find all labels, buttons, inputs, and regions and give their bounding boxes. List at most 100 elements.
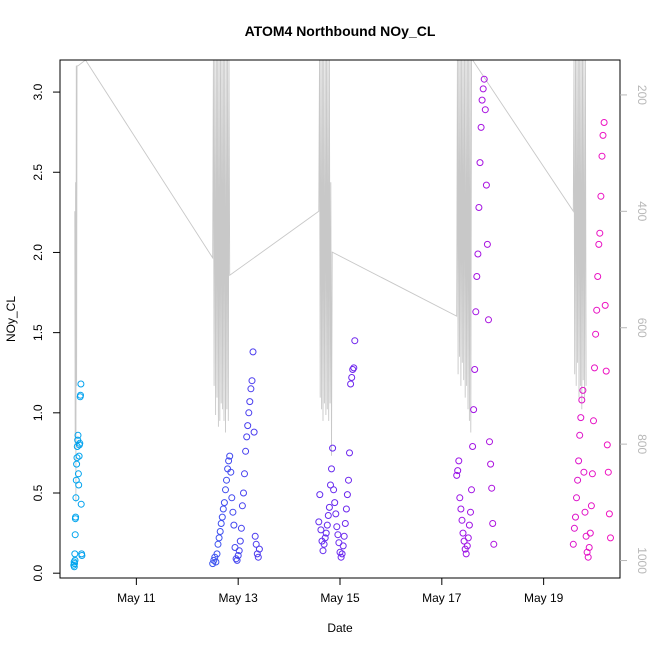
x-axis-label: Date (327, 621, 353, 635)
data-point (210, 556, 218, 564)
data-point (337, 553, 345, 561)
data-point (350, 364, 358, 372)
y-tick-label: 2.5 (31, 164, 45, 181)
data-point (575, 457, 583, 465)
secondary-y-axis: 200 400 600 800 1000 (620, 85, 649, 574)
data-point (255, 545, 263, 553)
data-point (73, 454, 81, 462)
data-point (214, 540, 222, 548)
data-point (574, 476, 582, 484)
data-point (237, 524, 245, 532)
data-point (464, 534, 472, 542)
data-point (347, 380, 355, 388)
data-point (465, 521, 473, 529)
data-point (598, 152, 606, 160)
data-point (578, 396, 586, 404)
data-point (601, 301, 609, 309)
data-point (580, 468, 588, 476)
data-point (474, 250, 482, 258)
data-point (602, 367, 610, 375)
data-point (597, 192, 605, 200)
data-point (469, 443, 477, 450)
data-point (322, 529, 330, 537)
data-point (475, 204, 483, 211)
data-point (219, 505, 227, 513)
overlay-line-layer (74, 60, 587, 503)
data-point (316, 491, 324, 499)
y-axis-label: NOy_CL (4, 296, 18, 342)
data-point (76, 439, 84, 447)
data-point (320, 540, 328, 548)
data-point (599, 131, 607, 139)
data-point (333, 523, 341, 531)
data-point (71, 515, 79, 523)
data-point (343, 491, 351, 499)
data-point (228, 494, 236, 502)
data-point (321, 534, 329, 542)
data-point (75, 452, 83, 460)
data-point (242, 447, 250, 455)
data-point (78, 552, 86, 559)
data-point (235, 547, 243, 555)
data-point (77, 500, 85, 508)
data-point (74, 470, 82, 478)
data-point (222, 486, 229, 494)
data-point (247, 385, 255, 393)
data-point (245, 409, 253, 417)
data-point (467, 508, 474, 516)
data-point (477, 123, 485, 131)
data-point (249, 348, 257, 356)
data-point (251, 532, 259, 540)
data-point (336, 548, 344, 556)
overlay-series-line (74, 60, 587, 503)
data-point (77, 391, 84, 399)
data-point (481, 106, 489, 114)
data-point (486, 438, 493, 446)
data-point (252, 540, 260, 548)
data-point (218, 513, 226, 521)
data-point (325, 503, 333, 511)
data-point (240, 489, 247, 497)
data-point (341, 520, 349, 527)
data-point (349, 366, 357, 373)
data-point (71, 556, 79, 564)
data-point (472, 308, 480, 316)
data-point (330, 486, 338, 494)
data-point (234, 552, 242, 559)
secondary-y-tick-label: 600 (635, 318, 649, 338)
data-point (476, 159, 484, 167)
data-point (462, 550, 470, 558)
data-point (592, 330, 600, 338)
data-point (588, 470, 596, 478)
data-point (455, 457, 463, 465)
data-point (77, 380, 85, 388)
y-axis: 0.0 0.5 1.0 1.5 2.0 2.5 3.0 (31, 83, 60, 582)
data-point (342, 505, 350, 513)
x-tick-label: May 11 (117, 591, 156, 605)
data-point (600, 119, 608, 126)
data-point (244, 422, 252, 430)
data-point (489, 520, 497, 527)
data-point (319, 547, 327, 555)
data-point (346, 449, 353, 457)
data-point (576, 431, 584, 439)
data-point (229, 508, 237, 516)
data-point (456, 494, 464, 502)
data-point (243, 433, 251, 441)
y-tick-label: 1.5 (31, 324, 45, 341)
data-point (593, 306, 601, 314)
data-point (581, 508, 589, 516)
data-point (75, 481, 83, 489)
data-point (327, 481, 334, 489)
y-tick-label: 0.0 (31, 565, 45, 582)
data-point (74, 431, 82, 439)
data-point (604, 468, 612, 476)
y-tick-label: 3.0 (31, 83, 45, 100)
data-point (340, 532, 348, 540)
data-point (213, 550, 221, 558)
data-point (323, 521, 331, 529)
data-point (470, 406, 478, 414)
data-point (329, 444, 337, 452)
data-point (328, 465, 335, 473)
